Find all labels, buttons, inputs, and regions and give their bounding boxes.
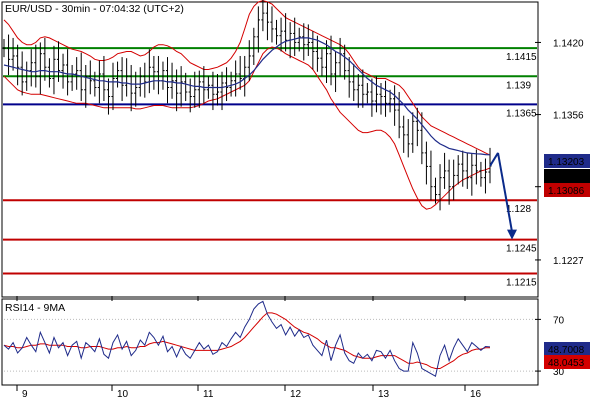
price-tag-box <box>544 183 590 197</box>
moving-average <box>3 37 491 156</box>
bollinger-lower <box>3 46 491 210</box>
x-tick-label: 13 <box>378 389 390 400</box>
forecast-arrow <box>489 152 517 240</box>
ma-line <box>3 37 491 156</box>
grid-lines <box>4 318 536 372</box>
y-tick-label: 1.1356 <box>553 111 584 122</box>
level-label: 1.1415 <box>506 52 537 63</box>
price-tag-text: 1.13086 <box>548 186 585 197</box>
level-label: 1.1245 <box>506 244 537 255</box>
bollinger-bands <box>3 0 491 210</box>
price-tag-box <box>544 169 590 183</box>
rsi-tick-label: 70 <box>553 315 565 326</box>
value-tags: 1.13203 1.13104 1.13086 48.7008 48.0453 <box>544 154 590 369</box>
level-label: 1.1365 <box>506 108 537 119</box>
level-label: 1.128 <box>506 204 531 215</box>
rsi-title: RSI14 - 9MA <box>5 302 65 314</box>
price-tag-text: 1.13104 <box>548 172 585 183</box>
level-label: 1.1215 <box>506 277 537 288</box>
chart-title: EUR/USD - 30min - 07:04:32 (UTC+2) <box>5 3 184 15</box>
x-axis-labels: 9 10 11 12 13 16 <box>16 296 482 400</box>
y-tick-label: 1.1420 <box>553 38 584 49</box>
bollinger-upper <box>3 0 491 156</box>
price-tag-box <box>544 154 590 168</box>
rsi-tag-box <box>544 342 590 356</box>
level-label: 1.139 <box>506 80 531 91</box>
rsi-line <box>3 300 491 377</box>
price-tag-text: 1.13203 <box>548 157 585 168</box>
rsi-tag-text: 48.7008 <box>548 345 585 356</box>
price-panel-frame <box>1 1 539 298</box>
rsi-tick-label: 30 <box>553 367 565 378</box>
rsi-panel-frame <box>1 298 539 386</box>
x-tick-label: 11 <box>203 389 214 400</box>
arrow-head <box>507 229 517 240</box>
level-lines: 1.1415 1.139 1.1365 1.128 1.1245 1.1215 <box>3 47 537 288</box>
arrow-shaft <box>497 152 513 232</box>
rsi-tag-box <box>544 355 590 369</box>
x-tick-label: 9 <box>22 389 28 400</box>
x-tick-label: 16 <box>470 389 482 400</box>
rsi-tag-text: 48.0453 <box>548 358 585 369</box>
rsi-lines <box>3 300 491 377</box>
x-tick-label: 10 <box>117 389 129 400</box>
y-tick-label: 1.1227 <box>553 256 584 267</box>
x-tick-label: 12 <box>290 389 302 400</box>
arrow-lead <box>489 152 499 167</box>
